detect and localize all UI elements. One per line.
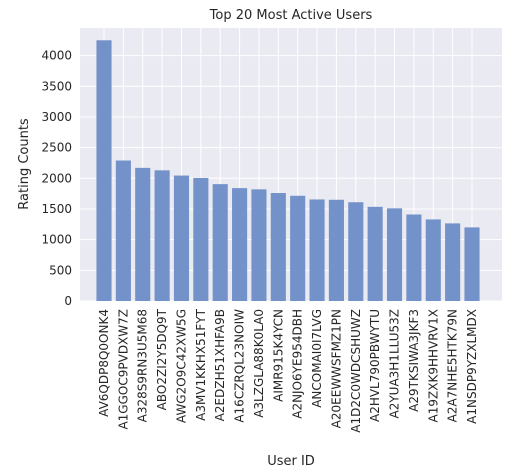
bar-A1D2C0WDCSHUWZ bbox=[348, 202, 364, 301]
bar-A29TKSIWA3JKF3 bbox=[406, 214, 422, 301]
y-tick-label: 2500 bbox=[41, 141, 72, 155]
x-tick-label: A2EDZH51XHFA9B bbox=[213, 309, 227, 421]
x-tick-labels: AV6QDP8Q0ONK4 A1GGOC9PVDXW7Z A328S9RN3U5M6… bbox=[97, 308, 479, 432]
y-tick-label: 1000 bbox=[41, 233, 72, 247]
x-tick-label: A1NSDP9YZXLMDX bbox=[465, 309, 479, 424]
bars bbox=[96, 40, 480, 302]
bar-A1NSDP9YZXLMDX bbox=[464, 227, 480, 301]
bar-ANCOMAI0I7LVG bbox=[309, 199, 325, 301]
y-tick-label: 1500 bbox=[41, 202, 72, 216]
y-tick-label: 3000 bbox=[41, 110, 72, 124]
x-tick-label: A328S9RN3U5M68 bbox=[136, 309, 150, 422]
y-tick-label: 3500 bbox=[41, 79, 72, 93]
x-tick-label: ABO2ZI2Y5DQ9T bbox=[155, 308, 169, 410]
bar-A2NJO6YE954DBH bbox=[290, 195, 306, 301]
x-tick-label: A2A7NHE5HTK79N bbox=[446, 309, 460, 422]
x-tick-label: AV6QDP8Q0ONK4 bbox=[97, 309, 111, 417]
bar-A328S9RN3U5M68 bbox=[135, 167, 151, 301]
bar-A2HVL790PBWYTU bbox=[367, 206, 383, 301]
x-tick-label: A29TKSIWA3JKF3 bbox=[407, 309, 421, 412]
x-tick-label: A1GGOC9PVDXW7Z bbox=[116, 309, 130, 430]
bar-AWG2O9C42XW5G bbox=[173, 175, 190, 301]
x-tick-label: A3MV1KKHX51FYT bbox=[194, 308, 208, 421]
x-tick-label: A2HVL790PBWYTU bbox=[368, 309, 382, 422]
x-tick-label: AWG2O9C42XW5G bbox=[174, 309, 188, 423]
x-axis-label: User ID bbox=[267, 454, 315, 469]
y-tick-label: 2000 bbox=[41, 171, 72, 185]
y-tick-label: 4000 bbox=[41, 49, 72, 63]
bar-A1GGOC9PVDXW7Z bbox=[115, 160, 131, 301]
chart-title: Top 20 Most Active Users bbox=[209, 8, 373, 23]
x-tick-label: A3LZGLA88K0LA0 bbox=[252, 309, 266, 418]
bar-A2YUA3H1LLU53Z bbox=[386, 208, 403, 301]
y-tick-label: 500 bbox=[49, 263, 72, 277]
y-axis-label: Rating Counts bbox=[17, 118, 32, 210]
bar-A3MV1KKHX51FYT bbox=[193, 177, 209, 301]
bar-A2A7NHE5HTK79N bbox=[445, 223, 461, 301]
x-tick-label: A1D2C0WDCSHUWZ bbox=[349, 309, 363, 433]
bar-A16CZRQL23NOIW bbox=[232, 188, 248, 301]
bar-A20EEWWSFMZ1PN bbox=[328, 199, 344, 301]
x-tick-label: ANCOMAI0I7LVG bbox=[310, 309, 324, 408]
x-tick-label: A19ZXK9HHVRV1X bbox=[426, 309, 440, 422]
x-tick-label: A20EEWWSFMZ1PN bbox=[329, 309, 343, 428]
bar-AV6QDP8Q0ONK4 bbox=[96, 40, 112, 302]
bar-A2EDZH51XHFA9B bbox=[212, 184, 228, 301]
bar-ABO2ZI2Y5DQ9T bbox=[154, 170, 170, 301]
x-tick-label: A16CZRQL23NOIW bbox=[233, 309, 247, 423]
y-tick-label: 0 bbox=[64, 294, 72, 308]
x-tick-label: A2NJO6YE954DBH bbox=[291, 309, 305, 419]
bar-A19ZXK9HHVRV1X bbox=[425, 219, 441, 301]
x-tick-label: A2YUA3H1LLU53Z bbox=[388, 309, 402, 419]
y-tick-labels: 0 500 1000 1500 2000 2500 3000 3500 4000 bbox=[41, 49, 72, 308]
x-tick-label: AIMR915K4YCN bbox=[271, 309, 285, 402]
bar-AIMR915K4YCN bbox=[270, 193, 286, 301]
bar-A3LZGLA88K0LA0 bbox=[251, 189, 267, 301]
